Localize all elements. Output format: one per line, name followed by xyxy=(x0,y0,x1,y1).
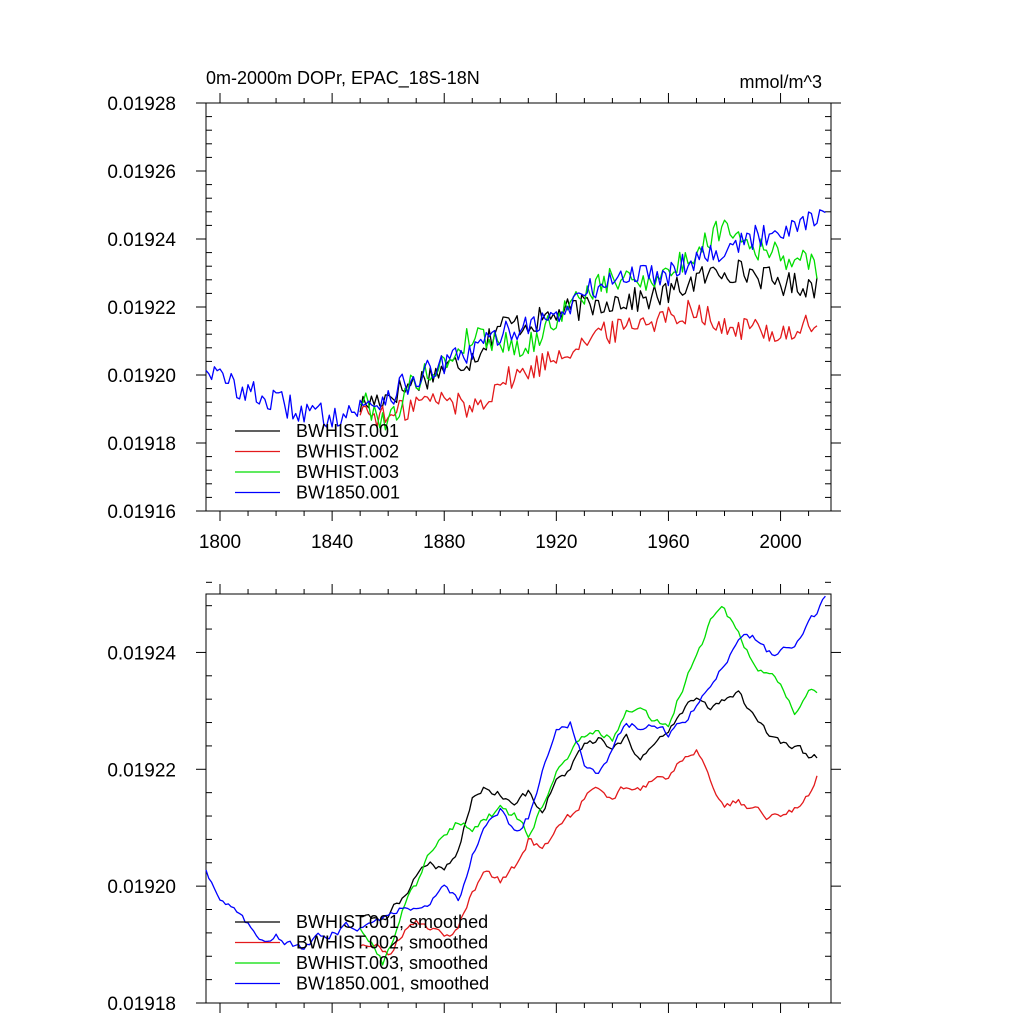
top-series-group xyxy=(205,209,826,431)
y-tick-label: 0.01918 xyxy=(107,994,176,1015)
legend-label: BWHIST.002, smoothed xyxy=(296,933,488,953)
legend-label: BWHIST.003, smoothed xyxy=(296,953,488,973)
y-tick-label: 0.01922 xyxy=(107,760,176,781)
legend-label: BWHIST.001 xyxy=(296,421,399,441)
series-line xyxy=(360,690,818,922)
series-line xyxy=(205,209,826,428)
legend-label: BWHIST.001, smoothed xyxy=(296,912,488,932)
y-tick-label: 0.01916 xyxy=(107,502,176,523)
series-line xyxy=(359,749,818,956)
x-tick-label: 1880 xyxy=(423,532,465,553)
bottom-series-group xyxy=(205,595,826,966)
y-tick-label: 0.01924 xyxy=(107,230,176,251)
legend-label: BWHIST.002 xyxy=(296,442,399,462)
x-tick-label: 1960 xyxy=(647,532,689,553)
y-tick-label: 0.01926 xyxy=(107,162,176,183)
series-line xyxy=(359,299,818,428)
bottom-plot-frame xyxy=(205,593,832,1004)
series-line xyxy=(205,595,826,950)
y-tick-label: 0.01920 xyxy=(107,366,176,387)
top-plot-units: mmol/m^3 xyxy=(740,72,822,92)
y-tick-label: 0.01922 xyxy=(107,298,176,319)
legend-label: BWHIST.003 xyxy=(296,462,399,482)
y-tick-label: 0.01928 xyxy=(107,94,176,115)
bottom-panel: 0.01918 0.01920 0.01922 0.01924 BWHIST.001,… xyxy=(107,581,841,1015)
y-tick-label: 0.01920 xyxy=(107,877,176,898)
legend-label: BW1850.001, smoothed xyxy=(296,974,489,994)
top-panel: 0m-2000m DOPr, EPAC_18S-18N mmol/m^3 180… xyxy=(107,68,841,553)
y-tick-label: 0.01924 xyxy=(107,643,176,664)
series-line xyxy=(359,259,818,413)
legend-label: BW1850.001 xyxy=(296,483,400,503)
x-tick-label: 1920 xyxy=(535,532,577,553)
bottom-tick-group: 0.01918 0.01920 0.01922 0.01924 xyxy=(107,581,841,1015)
y-tick-label: 0.01918 xyxy=(107,434,176,455)
x-tick-label: 1840 xyxy=(311,532,353,553)
top-plot-title: 0m-2000m DOPr, EPAC_18S-18N xyxy=(206,68,480,89)
x-tick-label: 2000 xyxy=(759,532,801,553)
top-tick-group: 1800 1840 1880 1920 1960 2000 0.01916 0.01918 0.… xyxy=(107,93,841,553)
x-tick-label: 1800 xyxy=(199,532,241,553)
